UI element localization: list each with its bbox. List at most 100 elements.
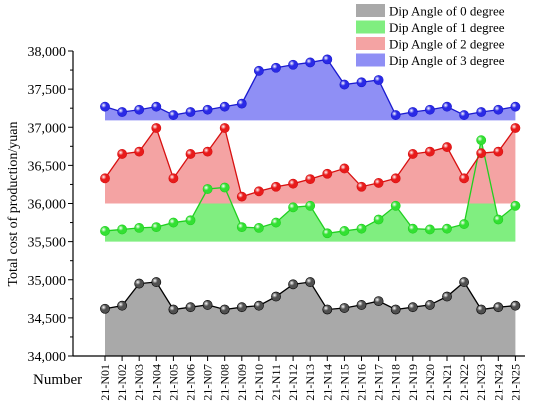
series-1-point	[373, 214, 384, 225]
series-0-point	[271, 291, 281, 302]
y-tick-label: 37,500	[28, 83, 67, 98]
series-0-area	[105, 282, 516, 356]
series-1-point	[305, 200, 316, 211]
legend-label: Dip Angle of 2 degree	[389, 37, 505, 52]
y-tick-label: 35,500	[28, 236, 67, 251]
series-0-point	[390, 304, 401, 315]
series-2-point	[271, 181, 281, 192]
series-3-point	[322, 54, 333, 65]
x-tick-label: 21-N02	[115, 364, 129, 401]
series-2-point	[202, 146, 213, 157]
series-1-point	[322, 228, 333, 239]
x-tick-label: 21-N18	[389, 364, 403, 401]
y-tick-label: 36,500	[28, 159, 67, 174]
series-1-point	[356, 223, 367, 234]
series-3-point	[100, 101, 110, 112]
x-tick-label: 21-N12	[286, 364, 300, 401]
series-2-point	[424, 146, 435, 157]
series-1-point	[236, 222, 247, 233]
x-tick-label: 21-N04	[149, 364, 163, 401]
series-3-point	[339, 79, 350, 90]
series-3-point	[219, 101, 230, 112]
series-2-point	[390, 173, 401, 184]
series-1-point	[390, 200, 401, 211]
series-1-point	[339, 226, 350, 236]
x-tick-label: 21-N01	[98, 364, 112, 401]
series-1-point	[185, 215, 196, 226]
series-1-point	[407, 223, 418, 234]
series-3-point	[117, 107, 127, 117]
series-0-point	[356, 300, 367, 310]
series-2-point	[510, 123, 521, 133]
x-tick-label: 21-N21	[440, 364, 454, 401]
series-2-point	[100, 173, 110, 184]
series-1-point	[424, 224, 435, 235]
series-3-point	[442, 101, 452, 112]
series-2-point	[253, 186, 264, 197]
x-tick-label: 21-N09	[235, 364, 249, 401]
x-tick-label: 21-N24	[491, 364, 505, 401]
series-2-point	[185, 149, 196, 159]
series-0-point	[288, 279, 298, 290]
x-tick-label: 21-N11	[269, 364, 283, 400]
x-axis-title: Number	[33, 372, 82, 388]
x-tick-label: 21-N14	[320, 364, 334, 401]
series-3-point	[271, 62, 281, 73]
series-1-point	[134, 222, 145, 233]
series-1-point	[476, 135, 487, 146]
series-0-point	[407, 302, 418, 313]
series-markers	[100, 54, 521, 315]
series-1-point	[288, 202, 298, 213]
series-1-point	[168, 217, 179, 228]
series-3-point	[390, 110, 401, 120]
series-0-point	[476, 304, 487, 315]
x-tick-label: 21-N16	[355, 364, 369, 401]
series-3-point	[185, 107, 196, 117]
series-0-point	[442, 291, 452, 302]
series-0-point	[305, 277, 316, 287]
x-tick-label: 21-N20	[423, 364, 437, 401]
series-3-point	[493, 104, 504, 115]
series-0-point	[424, 300, 435, 310]
series-1-point	[117, 224, 127, 235]
series-0-point	[151, 277, 162, 287]
legend-label: Dip Angle of 0 degree	[389, 4, 505, 19]
x-tick-label: 21-N08	[218, 364, 232, 401]
series-3-point	[407, 107, 418, 117]
series-3-point	[356, 77, 367, 88]
series-0-point	[185, 302, 196, 313]
series-0-point	[100, 303, 110, 314]
y-tick-label: 37,000	[28, 121, 67, 136]
y-axis-title: Total cost of production/yuan	[6, 121, 21, 286]
series-2-point	[356, 181, 367, 192]
series-0-point	[219, 304, 230, 315]
y-tick-label: 35,000	[28, 274, 67, 289]
y-tick-label: 34,500	[28, 312, 67, 327]
legend-swatch	[356, 37, 385, 50]
series-0-point	[459, 277, 469, 287]
legend-swatch	[356, 4, 385, 17]
series-0-point	[373, 296, 384, 306]
series-2-point	[305, 174, 316, 184]
series-0-point	[236, 302, 247, 313]
series-1-point	[253, 222, 264, 233]
series-2-point	[236, 191, 247, 202]
x-tick-label: 21-N06	[184, 364, 198, 401]
series-2-point	[493, 146, 504, 157]
series-3-point	[373, 75, 384, 85]
x-tick-label: 21-N22	[457, 364, 471, 401]
series-3-point	[305, 57, 316, 68]
y-tick-label: 38,000	[28, 45, 67, 60]
x-tick-label: 21-N03	[132, 364, 146, 401]
legend-label: Dip Angle of 3 degree	[389, 53, 505, 68]
series-3-point	[424, 104, 435, 115]
series-1-area	[105, 140, 516, 242]
axes	[68, 50, 525, 361]
series-3-point	[253, 65, 264, 76]
legend-swatch	[356, 53, 385, 67]
legend-label: Dip Angle of 1 degree	[389, 20, 505, 35]
series-2-point	[134, 146, 145, 157]
series-1-point	[151, 222, 162, 233]
x-tick-label: 21-N10	[252, 364, 266, 401]
